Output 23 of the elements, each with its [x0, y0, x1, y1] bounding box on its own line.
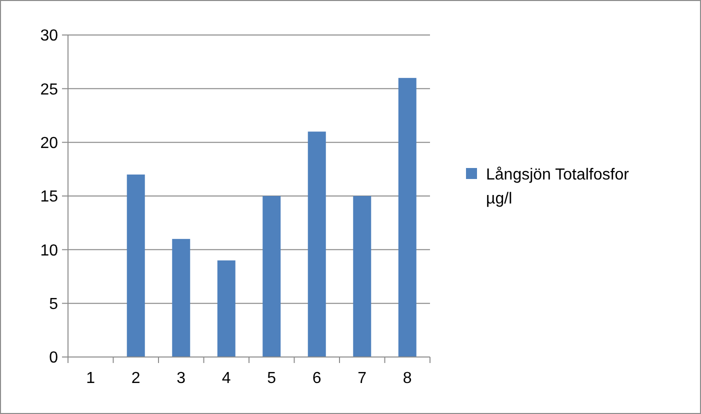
bar	[217, 260, 236, 357]
bar	[262, 196, 281, 357]
bar	[353, 196, 372, 357]
x-tick-label: 6	[312, 370, 322, 387]
y-tick-label: 25	[40, 81, 58, 98]
x-tick-label: 2	[131, 370, 140, 387]
x-tick-label: 7	[358, 370, 367, 387]
x-tick-label: 4	[222, 370, 231, 387]
y-tick-label: 10	[40, 242, 58, 260]
legend-label: Långsjön Totalfosfor µg/l	[486, 166, 630, 208]
y-tick-label: 15	[40, 188, 58, 206]
x-tick-label: 5	[267, 370, 276, 387]
y-tick-label: 30	[40, 28, 58, 45]
bar	[172, 238, 190, 357]
x-tick-label: 3	[176, 370, 186, 387]
bar	[308, 132, 326, 357]
bar	[398, 78, 416, 357]
x-tick-label: 1	[86, 370, 96, 387]
x-tick-label: 8	[402, 370, 412, 387]
y-tick-label: 0	[49, 350, 58, 367]
bar	[126, 174, 145, 357]
y-tick-label: 20	[40, 134, 58, 152]
y-tick-label: 5	[49, 296, 58, 313]
